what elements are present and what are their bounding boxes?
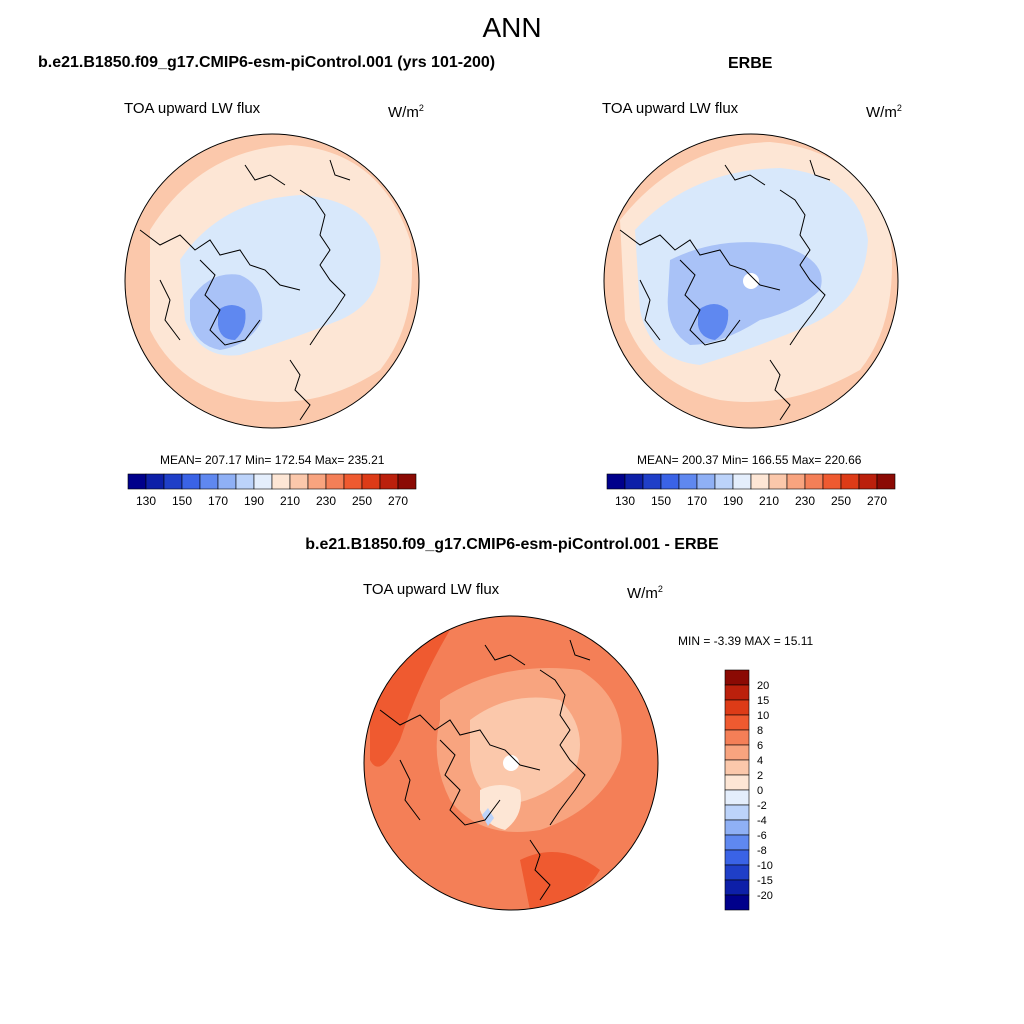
colorbar-diff-swatch (724, 729, 750, 746)
colorbar-diff-swatch (724, 819, 750, 836)
colorbar-obs-swatch (606, 473, 626, 490)
figure-title: ANN (482, 12, 542, 43)
colorbar-model-swatch (163, 473, 183, 490)
variable-label-model: TOA upward LW flux (124, 100, 261, 117)
colorbar-diff-tick-label: 10 (757, 710, 769, 722)
colorbar-model-swatch (397, 473, 417, 490)
colorbar-diff-tick-label: -2 (757, 800, 767, 812)
colorbar-model-tick-label: 190 (244, 494, 264, 508)
colorbar-obs-swatch (876, 473, 896, 490)
colorbar-diff-tick-label: 4 (757, 755, 763, 767)
colorbar-diff-tick-label: 20 (757, 680, 769, 692)
stats-obs: MEAN= 200.37 Min= 166.55 Max= 220.66 (637, 453, 862, 467)
stats-diff: MIN = -3.39 MAX = 15.11 (678, 634, 814, 648)
units-label-obs: W/m2 (866, 103, 902, 121)
colorbar-diff-swatch (724, 699, 750, 716)
colorbar-diff-tick-label: -6 (757, 830, 767, 842)
colorbar-obs-tick-label: 130 (615, 494, 635, 508)
colorbar-model-tick-label: 170 (208, 494, 228, 508)
colorbar-diff-tick-label: -10 (757, 860, 773, 872)
units-label-diff: W/m2 (627, 584, 663, 602)
units-label-model: W/m2 (388, 103, 424, 121)
colorbar-diff-tick-label: 15 (757, 695, 769, 707)
colorbar-model-swatch (361, 473, 381, 490)
colorbar-diff-swatch (724, 894, 750, 911)
colorbar-diff-swatch (724, 864, 750, 881)
colorbar-diff-swatch (724, 834, 750, 851)
map-obs (603, 133, 899, 429)
colorbar-diff-swatch (724, 849, 750, 866)
stats-model: MEAN= 207.17 Min= 172.54 Max= 235.21 (160, 453, 385, 467)
colorbar-model-tick-label: 270 (388, 494, 408, 508)
colorbar-diff-tick-label: -15 (757, 875, 773, 887)
colorbar-obs-tick-label: 170 (687, 494, 707, 508)
colorbar-model-tick-label: 250 (352, 494, 372, 508)
colorbar-diff-swatch (724, 774, 750, 791)
colorbar-diff-tick-label: -20 (757, 890, 773, 902)
panel-title-diff: b.e21.B1850.f09_g17.CMIP6-esm-piControl.… (305, 536, 719, 553)
colorbar-diff-swatch (724, 789, 750, 806)
colorbar-model-tick-label: 130 (136, 494, 156, 508)
colorbar-obs-swatch (660, 473, 680, 490)
colorbar-diff-tick-label: 0 (757, 785, 763, 797)
colorbar-obs-tick-label: 250 (831, 494, 851, 508)
colorbar-model-swatch (343, 473, 363, 490)
colorbar-obs-swatch (678, 473, 698, 490)
colorbar-diff-swatch (724, 804, 750, 821)
colorbar-diff-tick-label: -4 (757, 815, 767, 827)
map-diff (363, 615, 659, 911)
colorbar-model-swatch (307, 473, 327, 490)
colorbar-obs-swatch (840, 473, 860, 490)
colorbar-diff-swatch (724, 669, 750, 686)
colorbar-diff-tick-label: 2 (757, 770, 763, 782)
colorbar-model-swatch (271, 473, 291, 490)
colorbar-model-swatch (199, 473, 219, 490)
colorbar-diff-tick-label: -8 (757, 845, 767, 857)
colorbar-diff-swatch (724, 744, 750, 761)
colorbar-model-swatch (379, 473, 399, 490)
panel-title-obs: ERBE (728, 55, 773, 72)
colorbar-model-tick-label: 230 (316, 494, 336, 508)
colorbar-model-swatch (289, 473, 309, 490)
colorbar-model-swatch (217, 473, 237, 490)
colorbar-obs-tick-label: 210 (759, 494, 779, 508)
colorbar-obs-swatch (768, 473, 788, 490)
colorbar-obs-swatch (750, 473, 770, 490)
colorbar-obs-swatch (804, 473, 824, 490)
colorbar-obs-swatch (624, 473, 644, 490)
colorbar-diff-tick-label: 6 (757, 740, 763, 752)
colorbar-model-swatch (235, 473, 255, 490)
colorbar-obs-tick-label: 230 (795, 494, 815, 508)
colorbar-diff-tick-label: 8 (757, 725, 763, 737)
colorbar-diff-swatch (724, 684, 750, 701)
variable-label-diff: TOA upward LW flux (363, 581, 500, 598)
colorbar-obs-swatch (858, 473, 878, 490)
colorbar-model-tick-label: 210 (280, 494, 300, 508)
colorbar-diff-swatch (724, 759, 750, 776)
colorbar-model-swatch (127, 473, 147, 490)
colorbar-model-swatch (325, 473, 345, 490)
colorbar-obs-swatch (714, 473, 734, 490)
variable-label-obs: TOA upward LW flux (602, 100, 739, 117)
colorbar-obs-tick-label: 270 (867, 494, 887, 508)
colorbar-obs: 130 150 170 190 210 230 250 270 (606, 473, 896, 508)
colorbar-obs-tick-label: 190 (723, 494, 743, 508)
colorbar-model-swatch (253, 473, 273, 490)
colorbar-obs-tick-label: 150 (651, 494, 671, 508)
colorbar-model-tick-label: 150 (172, 494, 192, 508)
colorbar-model-swatch (145, 473, 165, 490)
colorbar-obs-swatch (732, 473, 752, 490)
map-model (124, 133, 420, 429)
colorbar-diff-swatch (724, 714, 750, 731)
colorbar-model: 130 150 170 190 210 230 250 270 (127, 473, 417, 508)
colorbar-obs-swatch (642, 473, 662, 490)
colorbar-model-swatch (181, 473, 201, 490)
colorbar-obs-swatch (786, 473, 806, 490)
colorbar-obs-swatch (696, 473, 716, 490)
panel-title-model: b.e21.B1850.f09_g17.CMIP6-esm-piControl.… (38, 54, 496, 71)
colorbar-obs-swatch (822, 473, 842, 490)
colorbar-diff-swatch (724, 879, 750, 896)
